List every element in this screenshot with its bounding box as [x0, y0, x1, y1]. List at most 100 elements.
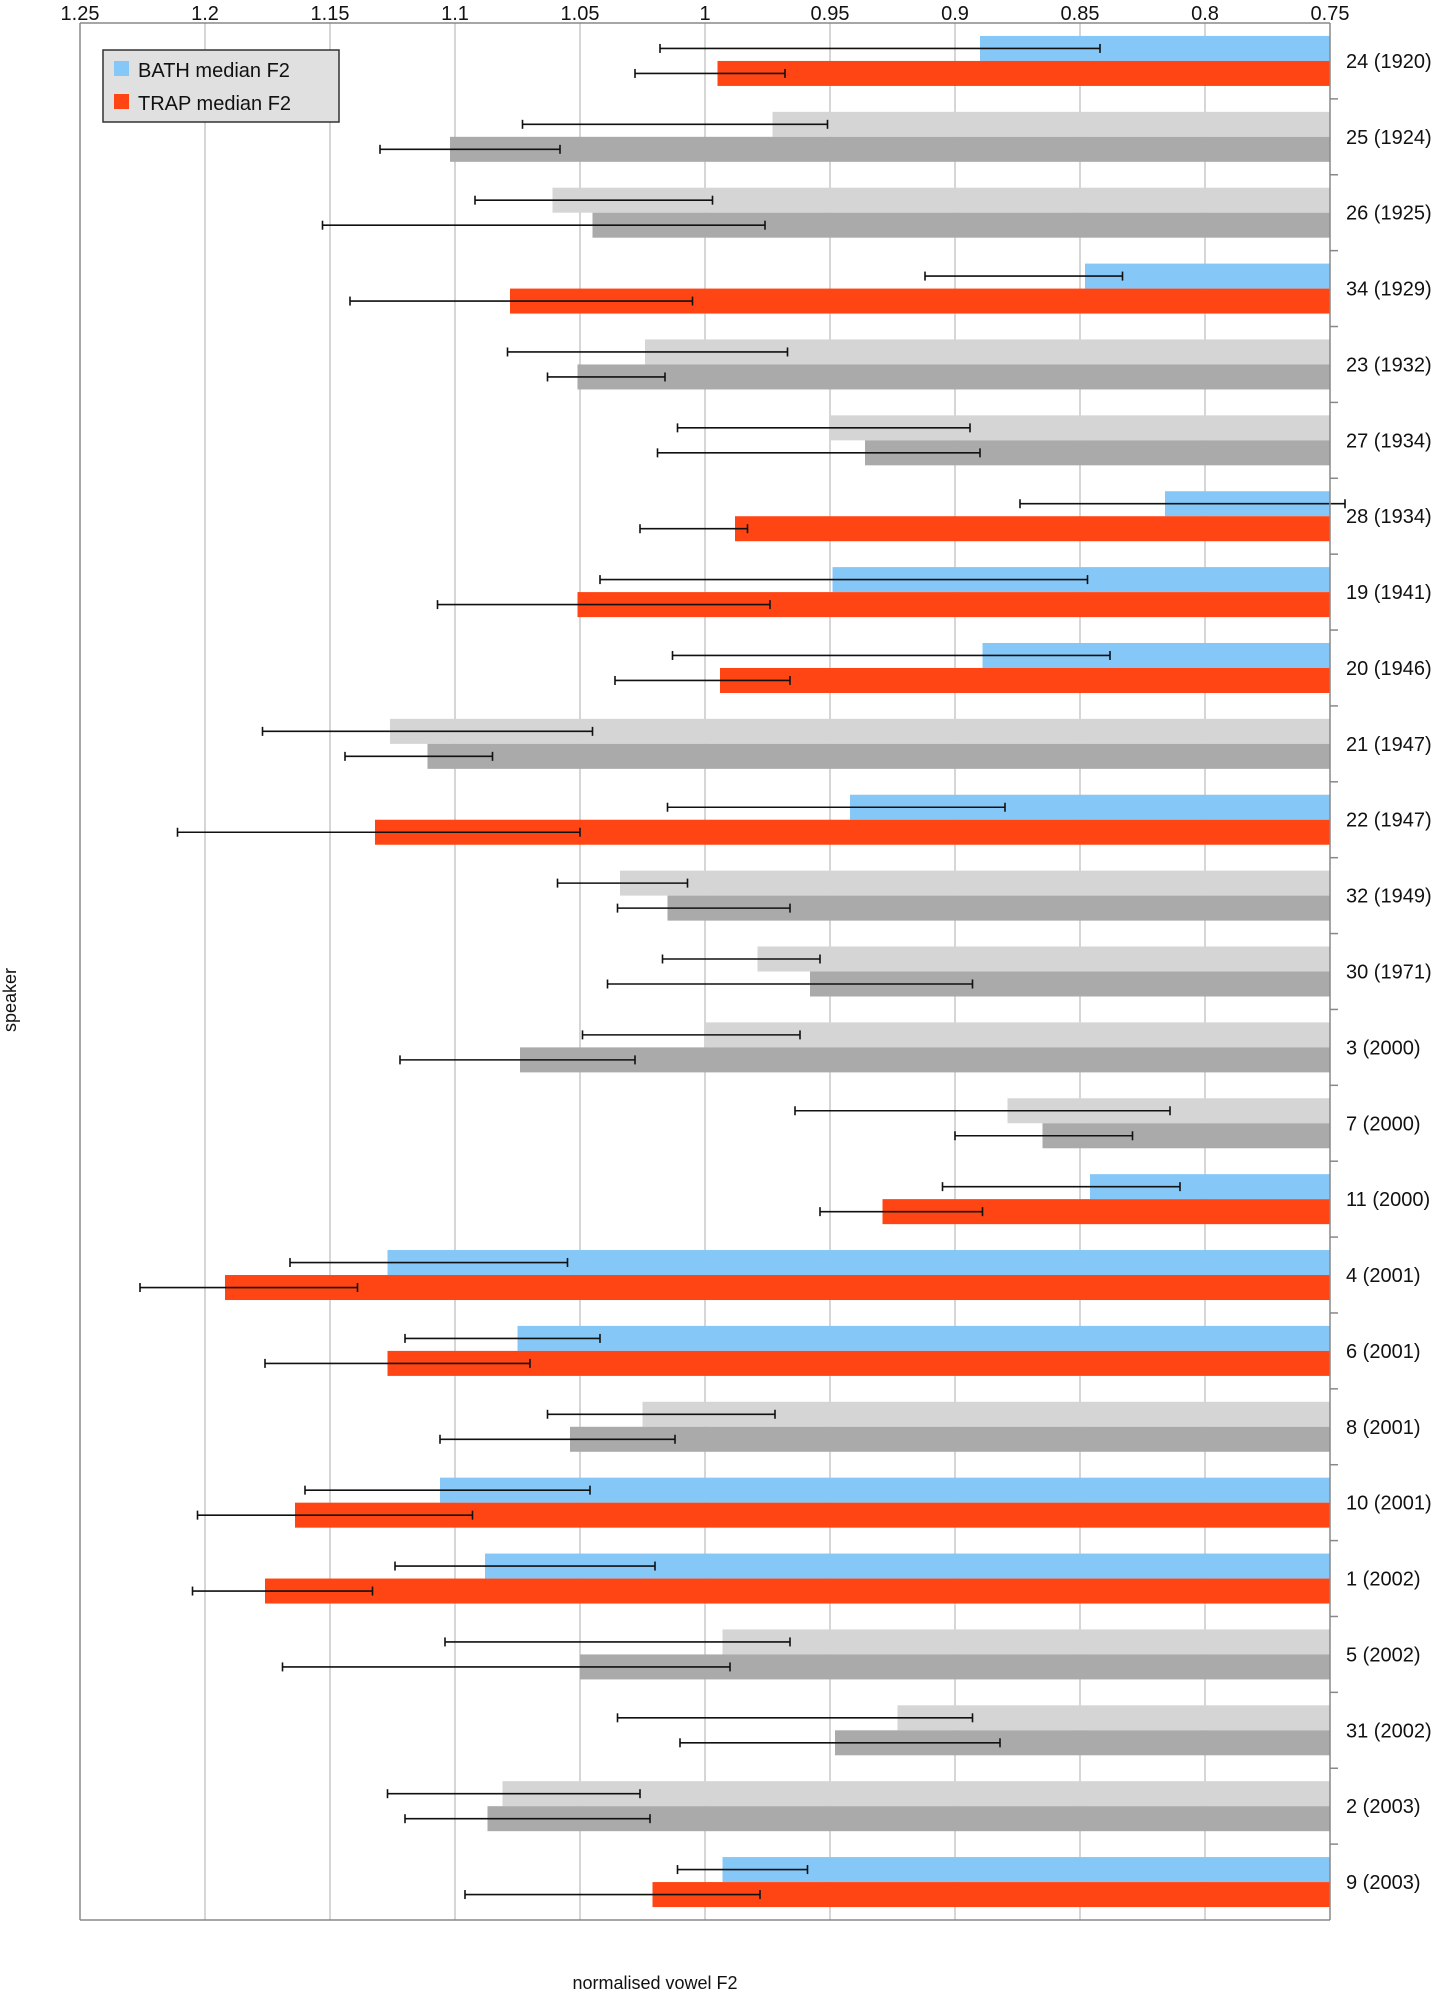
- x-tick-label: 1.25: [61, 3, 100, 25]
- legend-swatch-bath: [114, 61, 129, 76]
- trap-error-bar: [639, 524, 749, 534]
- trap-error-bar: [404, 1814, 651, 1824]
- trap-error-bar: [656, 448, 981, 458]
- y-tick-label: 31 (2002): [1346, 1720, 1432, 1742]
- bath-error-bar: [444, 1637, 791, 1647]
- y-tick-label: 28 (1934): [1346, 506, 1432, 528]
- bath-error-bar: [1019, 499, 1346, 509]
- trap-bar: [387, 1350, 1330, 1376]
- y-tick-label: 24 (1920): [1346, 51, 1432, 73]
- trap-error-bar: [606, 979, 974, 989]
- y-tick-label: 27 (1934): [1346, 430, 1432, 452]
- trap-error-bar: [679, 1738, 1001, 1748]
- trap-error-bar: [436, 600, 771, 610]
- y-tick-label: 9 (2003): [1346, 1872, 1421, 1894]
- bath-error-bar: [924, 271, 1124, 281]
- bath-bar: [722, 1857, 1330, 1883]
- trap-bar: [735, 516, 1330, 542]
- bath-error-bar: [474, 195, 714, 205]
- x-tick-label: 0.95: [811, 3, 850, 25]
- bath-bar: [772, 111, 1330, 137]
- bath-error-bar: [556, 878, 689, 888]
- y-tick-label: 3 (2000): [1346, 1037, 1421, 1059]
- x-tick-label: 1.05: [561, 3, 600, 25]
- trap-error-bar: [616, 903, 791, 913]
- bath-error-bar: [666, 802, 1006, 812]
- error-bars: [139, 43, 1346, 1900]
- y-tick-label: 26 (1925): [1346, 203, 1432, 225]
- bath-error-bar: [261, 726, 594, 736]
- y-tick-label: 32 (1949): [1346, 886, 1432, 908]
- y-tick-label: 20 (1946): [1346, 658, 1432, 680]
- y-tick-label: 7 (2000): [1346, 1113, 1421, 1135]
- y-tick-label: 30 (1971): [1346, 962, 1432, 984]
- trap-bar: [720, 667, 1330, 693]
- axes: 1.25 1.2 1.15 1.1 1.05 1 0.95 0.9 0.85 0.8 0.75 24 …: [61, 3, 1432, 1921]
- bath-bar: [757, 946, 1330, 972]
- x-tick-label: 1.2: [191, 3, 219, 25]
- trap-bar: [520, 1047, 1330, 1073]
- bath-error-bar: [671, 650, 1111, 660]
- bath-error-bar: [289, 1258, 569, 1268]
- trap-error-bar: [281, 1662, 731, 1672]
- y-tick-label: 19 (1941): [1346, 582, 1432, 604]
- y-axis-title: speaker: [0, 968, 20, 1032]
- legend: BATH median F2 TRAP median F2: [102, 49, 340, 123]
- bath-error-bar: [506, 347, 789, 357]
- bath-error-bar: [394, 1561, 656, 1571]
- x-tick-label: 0.9: [941, 3, 969, 25]
- trap-error-bar: [191, 1586, 374, 1596]
- x-axis-title: normalised vowel F2: [572, 1973, 737, 1993]
- bath-bar: [722, 1629, 1330, 1655]
- trap-bar: [265, 1578, 1330, 1604]
- bath-error-bar: [521, 119, 829, 129]
- y-tick-label: 5 (2002): [1346, 1644, 1421, 1666]
- bath-error-bar: [941, 1182, 1181, 1192]
- trap-bar: [717, 60, 1330, 86]
- bath-bar: [517, 1325, 1330, 1351]
- x-tick-label: 1.15: [311, 3, 350, 25]
- x-tick-label: 0.85: [1061, 3, 1100, 25]
- trap-error-bar: [139, 1283, 359, 1293]
- bath-bar: [1085, 263, 1330, 289]
- trap-bar: [577, 364, 1330, 390]
- trap-error-bar: [819, 1207, 984, 1217]
- bath-bar: [705, 1022, 1330, 1048]
- bath-error-bar: [661, 954, 821, 964]
- trap-error-bar: [349, 296, 694, 306]
- trap-error-bar: [321, 220, 766, 230]
- legend-label-trap: TRAP median F2: [138, 93, 291, 115]
- y-tick-label: 22 (1947): [1346, 810, 1432, 832]
- bath-error-bar: [794, 1106, 1171, 1116]
- trap-error-bar: [196, 1510, 474, 1520]
- trap-error-bar: [399, 1055, 636, 1065]
- x-tick-label: 0.75: [1311, 3, 1350, 25]
- y-tick-label: 2 (2003): [1346, 1796, 1421, 1818]
- y-tick-label: 1 (2002): [1346, 1569, 1421, 1591]
- x-tick-label: 1: [699, 3, 710, 25]
- legend-label-bath: BATH median F2: [138, 60, 290, 82]
- x-tick-label: 1.1: [441, 3, 469, 25]
- bath-error-bar: [599, 575, 1089, 585]
- trap-error-bar: [264, 1358, 531, 1368]
- y-tick-label: 25 (1924): [1346, 127, 1432, 149]
- y-tick-label: 11 (2000): [1346, 1189, 1430, 1211]
- bath-error-bar: [676, 423, 971, 433]
- trap-error-bar: [464, 1890, 761, 1900]
- trap-bar: [570, 1426, 1330, 1452]
- y-tick-label: 8 (2001): [1346, 1417, 1421, 1439]
- bath-error-bar: [676, 1865, 809, 1875]
- trap-error-bar: [546, 372, 666, 382]
- y-tick-label: 23 (1932): [1346, 354, 1432, 376]
- bath-error-bar: [659, 43, 1101, 53]
- y-tick-label: 4 (2001): [1346, 1265, 1421, 1287]
- trap-bar: [225, 1275, 1330, 1301]
- y-tick-label: 6 (2001): [1346, 1341, 1421, 1363]
- y-tick-label: 34 (1929): [1346, 279, 1432, 301]
- bath-error-bar: [386, 1789, 641, 1799]
- bath-error-bar: [581, 1030, 801, 1040]
- trap-error-bar: [176, 827, 581, 837]
- legend-box: [102, 49, 340, 123]
